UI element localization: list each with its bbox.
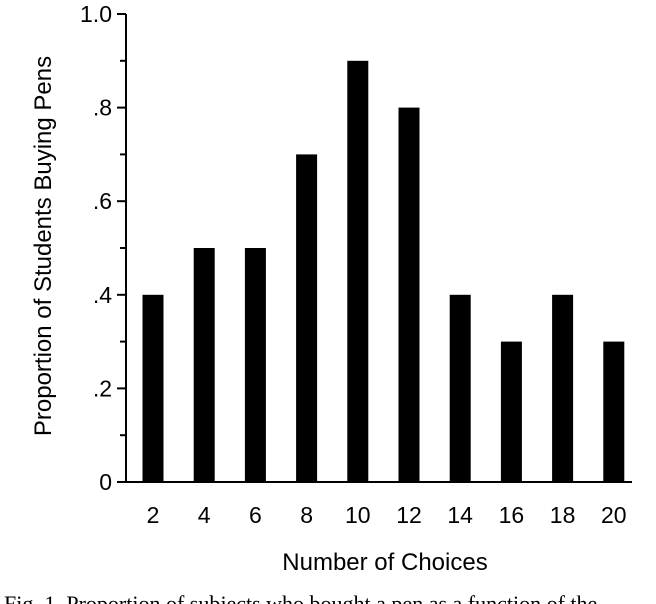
bar-4 (193, 248, 215, 482)
y-ticks: 0 .2 .4 .6 .8 1.0 (80, 1, 126, 495)
y-tick-label: 1.0 (80, 1, 112, 27)
bar-12 (398, 107, 420, 482)
bar-2 (142, 294, 164, 482)
y-tick-label: .6 (93, 188, 112, 214)
x-tick-label: 2 (147, 502, 160, 528)
x-tick-label: 4 (198, 502, 211, 528)
bars-group (142, 60, 625, 483)
bar-14 (449, 294, 471, 482)
y-tick-label: .4 (93, 282, 112, 308)
figure-caption: Fig. 1. Proportion of subjects who bough… (4, 591, 597, 604)
x-tick-label: 8 (300, 502, 313, 528)
x-tick-label: 18 (550, 502, 576, 528)
y-tick-label: .2 (93, 375, 112, 401)
bar-10 (347, 60, 369, 483)
x-tick-label: 10 (345, 502, 371, 528)
bar-18 (552, 294, 574, 482)
x-axis-title: Number of Choices (282, 549, 487, 576)
x-tick-label: 6 (249, 502, 262, 528)
x-tick-label: 20 (601, 502, 627, 528)
y-tick-label: 0 (99, 469, 112, 495)
bar-6 (244, 248, 266, 482)
y-axis-title: Proportion of Students Buying Pens (30, 56, 57, 436)
x-tick-label: 14 (447, 502, 473, 528)
y-minor-ticks (120, 59, 126, 437)
y-tick-label: .8 (93, 95, 112, 121)
x-ticks: 2 4 6 8 10 12 14 16 18 20 (147, 502, 627, 528)
x-tick-label: 12 (396, 502, 422, 528)
bar-20 (603, 341, 625, 482)
bar-16 (500, 341, 522, 482)
bar-8 (296, 154, 318, 482)
x-tick-label: 16 (499, 502, 525, 528)
